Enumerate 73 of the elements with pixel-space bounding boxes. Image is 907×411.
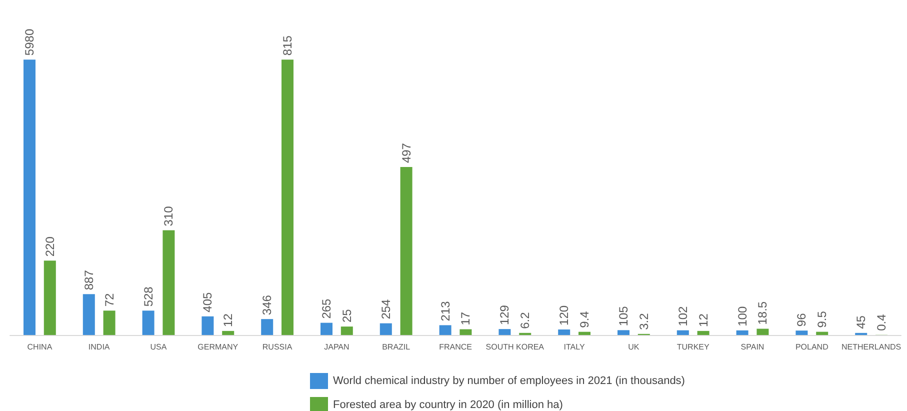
bar xyxy=(261,319,274,335)
bar xyxy=(460,329,472,335)
data-label: 220 xyxy=(42,236,57,257)
bar xyxy=(816,332,828,335)
x-tick-label: TURKEY xyxy=(676,342,710,352)
x-tick-label: RUSSIA xyxy=(262,342,293,352)
x-tick-label: INDIA xyxy=(88,342,110,352)
x-tick-label: JAPAN xyxy=(324,342,350,352)
bar xyxy=(103,310,116,335)
bar xyxy=(44,260,56,335)
bar xyxy=(578,332,590,335)
bar xyxy=(796,330,808,335)
bar xyxy=(756,328,769,335)
data-label: 12 xyxy=(696,313,710,327)
bar xyxy=(320,322,332,335)
data-label: 25 xyxy=(340,308,354,323)
legend-label: Forested area by country in 2020 (in million ha) xyxy=(333,399,563,411)
data-label: 72 xyxy=(102,292,116,307)
data-label: 5980 xyxy=(22,28,36,56)
data-label: 17 xyxy=(458,312,473,326)
data-label: 887 xyxy=(82,270,96,290)
data-label: 265 xyxy=(320,298,334,319)
data-label: 45 xyxy=(854,315,868,329)
bar xyxy=(380,323,392,335)
bar xyxy=(498,329,511,335)
data-label: 213 xyxy=(438,300,452,322)
bar xyxy=(736,330,748,335)
data-label: 18.5 xyxy=(756,301,770,325)
data-label: 346 xyxy=(260,294,274,316)
bar xyxy=(439,325,452,335)
data-label: 105 xyxy=(616,306,630,326)
bar xyxy=(618,330,630,335)
bar xyxy=(340,326,353,335)
bar xyxy=(282,60,294,335)
data-label: 129 xyxy=(498,304,512,326)
data-label: 100 xyxy=(735,306,750,326)
bar xyxy=(697,330,710,335)
data-label: 96 xyxy=(794,312,809,327)
x-tick-label: NETHERLANDS xyxy=(842,342,902,352)
bar xyxy=(222,330,234,335)
data-label: 9.4 xyxy=(578,310,592,328)
x-tick-label: POLAND xyxy=(795,342,829,352)
x-tick-label: CHINA xyxy=(27,342,53,352)
x-tick-label: SOUTH KOREA xyxy=(486,342,545,352)
x-tick-label: SPAIN xyxy=(740,342,764,352)
data-label: 815 xyxy=(280,35,294,56)
data-label: 0.4 xyxy=(874,314,888,331)
bar xyxy=(162,230,175,335)
bar xyxy=(558,329,570,335)
x-tick-label: GERMANY xyxy=(198,342,239,352)
data-label: 497 xyxy=(399,142,414,164)
data-label: 310 xyxy=(162,206,176,226)
x-tick-label: USA xyxy=(150,342,168,352)
bar xyxy=(24,60,36,335)
bar xyxy=(202,316,214,335)
data-label: 6.2 xyxy=(518,312,532,329)
bar xyxy=(400,167,412,335)
bar xyxy=(82,294,95,335)
data-label: 528 xyxy=(141,286,156,307)
data-label: 3.2 xyxy=(636,312,651,330)
data-label: 254 xyxy=(378,298,393,320)
legend-label: World chemical industry by number of employees in 2021 (in thousands) xyxy=(333,375,685,387)
data-label: 9.5 xyxy=(815,310,830,328)
x-tick-label: ITALY xyxy=(564,342,586,352)
data-label: 102 xyxy=(676,306,690,326)
x-tick-label: BRAZIL xyxy=(382,342,411,352)
data-label: 12 xyxy=(221,313,236,327)
data-label: 120 xyxy=(557,305,572,326)
bar xyxy=(142,310,154,335)
bar xyxy=(676,330,689,335)
x-tick-label: UK xyxy=(628,342,640,352)
data-label: 405 xyxy=(200,292,215,312)
x-tick-label: FRANCE xyxy=(439,342,472,352)
